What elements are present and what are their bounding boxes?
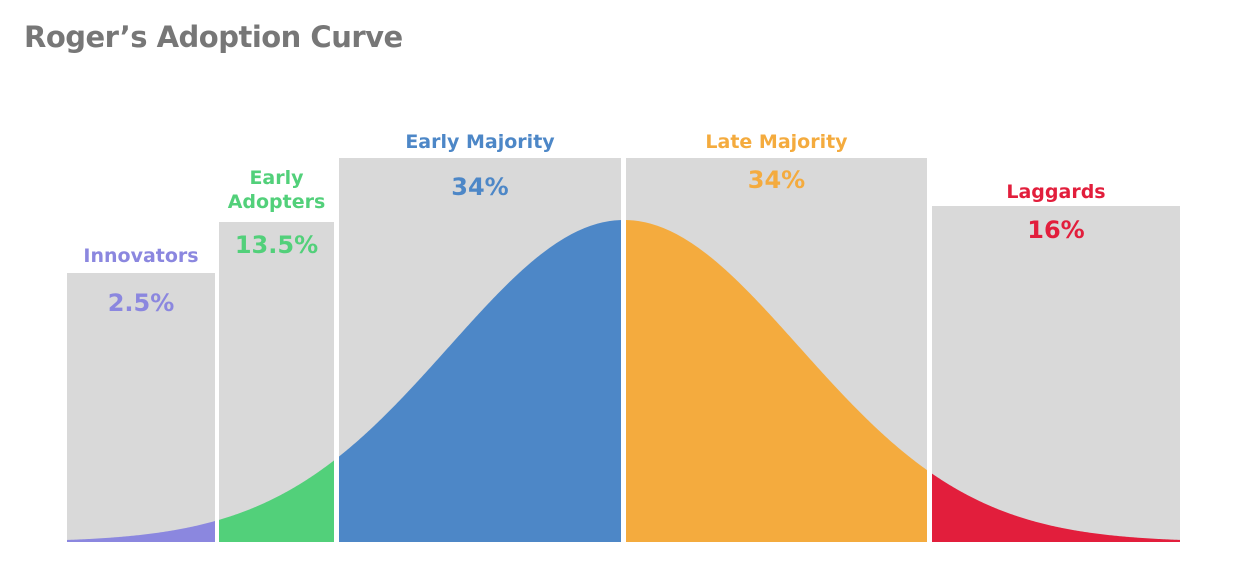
curve-area [219,460,334,542]
segment-label: Late Majority [705,131,848,153]
segment-early-adopters: Early Adopters 13.5% [219,167,334,542]
segment-label: Laggards [1006,181,1105,203]
curve-area [932,473,1180,542]
segment-percent: 34% [451,173,508,201]
segment-percent: 16% [1027,216,1084,244]
segment-background [67,273,215,542]
segment-percent: 34% [748,166,805,194]
curve-area [67,521,215,542]
segment-label: Innovators [83,245,198,267]
curve-area [339,220,621,543]
segment-label: Early Majority [405,131,555,153]
segment-percent: 2.5% [108,289,175,317]
page-title: Roger’s Adoption Curve [24,20,403,54]
segment-late-majority: Late Majority 34% [626,131,927,542]
segment-laggards: Laggards 16% [932,181,1180,542]
curve-area [626,220,927,542]
segment-innovators: Innovators 2.5% [67,245,215,542]
segment-label: Early Adopters [228,167,326,213]
segment-early-majority: Early Majority 34% [339,131,621,543]
segment-background [932,206,1180,542]
segment-percent: 13.5% [235,231,318,259]
